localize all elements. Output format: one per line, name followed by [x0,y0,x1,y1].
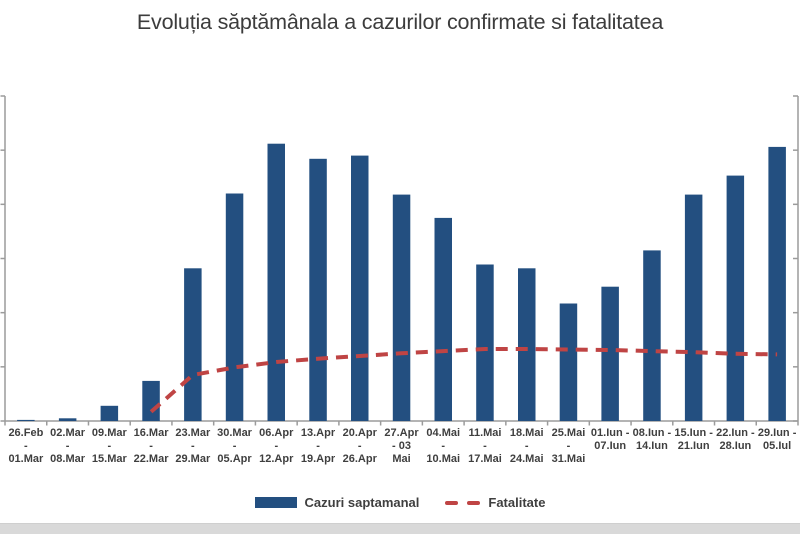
bar-weekly-cases [58,418,77,421]
bar-weekly-cases [601,286,619,421]
bar-weekly-cases [100,405,119,421]
legend-bar-swatch-icon [254,497,297,508]
bar-weekly-cases [434,217,452,421]
bar-weekly-cases [768,146,786,421]
legend-line-label: Fatalitate [488,495,546,510]
bar-weekly-cases [643,250,661,421]
bar-weekly-cases [267,143,285,421]
bar-weekly-cases [476,264,494,421]
bar-weekly-cases [518,268,536,421]
bar-weekly-cases [351,155,369,421]
legend-bar-label: Cazuri saptamanal [304,495,420,510]
bar-weekly-cases [726,175,745,421]
legend: Cazuri saptamanal Fatalitate [0,495,800,510]
bar-weekly-cases [392,194,411,421]
bar-weekly-cases [225,193,244,421]
fatality-line [149,347,778,414]
bottom-scrollbar-strip [0,523,800,534]
chart-title: Evoluția săptămânala a cazurilor confirm… [136,10,664,34]
bar-weekly-cases [684,194,703,421]
plot-area [0,95,799,426]
bar-weekly-cases [17,419,35,421]
bar-weekly-cases [309,158,327,422]
bar-weekly-cases [184,268,202,421]
bar-weekly-cases [559,303,578,421]
bar-weekly-cases [142,380,160,421]
legend-dashed-line-icon [445,500,481,505]
